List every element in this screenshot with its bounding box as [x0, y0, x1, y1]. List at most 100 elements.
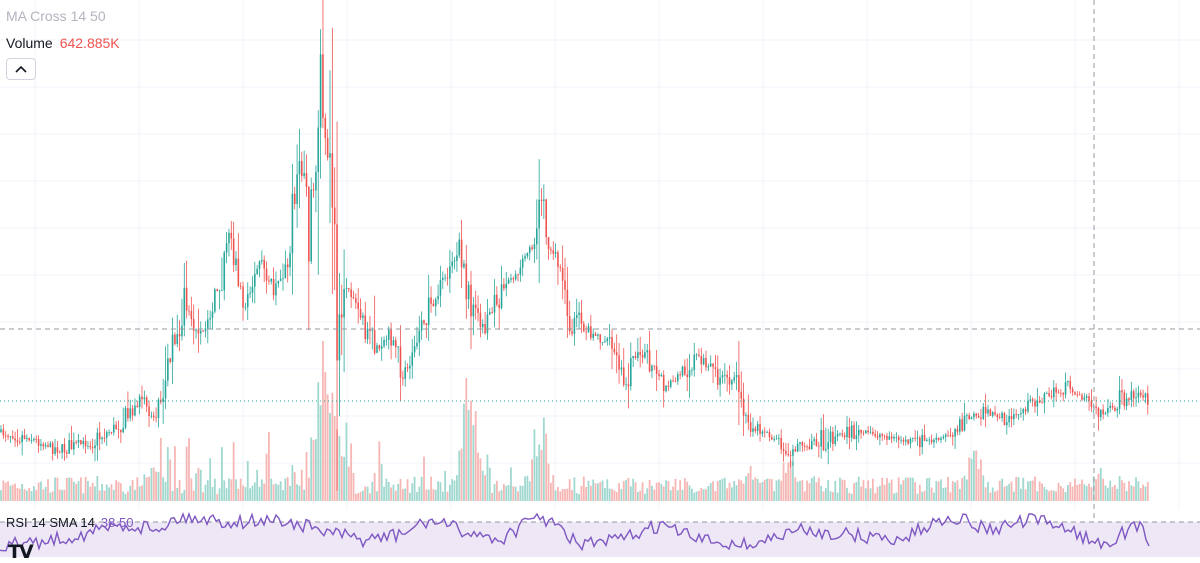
volume-bar	[18, 488, 21, 501]
volume-bar	[251, 485, 254, 501]
tradingview-logo-icon[interactable]: TV	[8, 541, 34, 563]
volume-legend[interactable]: Volume 642.885K	[6, 35, 120, 51]
candle-body	[1071, 388, 1074, 393]
volume-bar	[660, 483, 663, 501]
volume-bar	[705, 489, 707, 501]
candle-body	[456, 255, 458, 261]
candle-body	[1001, 413, 1003, 418]
ma-cross-label: MA Cross 14 50	[6, 8, 106, 24]
volume-bar	[951, 481, 954, 501]
volume-bar	[787, 462, 790, 501]
volume-bar	[1106, 487, 1109, 501]
volume-bar	[853, 483, 855, 501]
volume-bar	[221, 447, 223, 501]
volume-bar	[754, 477, 757, 501]
candle-body	[1128, 398, 1130, 400]
candle-body	[888, 436, 891, 440]
candle-body	[272, 278, 275, 296]
candle-body	[987, 409, 989, 414]
volume-bar	[204, 484, 207, 501]
candle-body	[618, 355, 620, 370]
volume-bar	[937, 481, 940, 501]
candle-body	[782, 449, 785, 452]
candle-body	[919, 437, 921, 448]
candle-body	[263, 259, 265, 269]
volume-bar	[958, 488, 961, 501]
volume-bar	[582, 476, 585, 501]
volume-bar	[1083, 484, 1086, 501]
volume-bar	[176, 488, 179, 501]
volume-bar	[378, 441, 381, 501]
volume-bar	[975, 450, 978, 501]
volume-bar	[874, 493, 877, 501]
candle-body	[1078, 394, 1081, 396]
candle-body	[789, 454, 792, 456]
candle-body	[225, 243, 228, 253]
volume-bar	[745, 476, 747, 501]
candle-body	[277, 280, 280, 284]
volume-bar	[213, 478, 216, 501]
volume-bar	[792, 461, 794, 501]
candle-body	[721, 375, 724, 378]
candle-body	[848, 426, 851, 438]
volume-bar	[949, 492, 952, 501]
ma-cross-legend[interactable]: MA Cross 14 50	[6, 8, 106, 24]
candle-body	[101, 437, 103, 440]
candle-body	[453, 260, 456, 262]
volume-bar	[228, 478, 230, 501]
candle-body	[174, 334, 176, 344]
candle-body	[634, 356, 637, 358]
volume-bar	[270, 478, 273, 501]
candle-body	[820, 430, 822, 447]
candle-body	[1090, 400, 1093, 408]
volume-bar	[738, 479, 740, 501]
volume-bar	[105, 484, 108, 501]
candle-body	[773, 439, 775, 440]
candle-body	[747, 414, 750, 423]
candle-body	[559, 266, 562, 268]
volume-bar	[707, 486, 710, 501]
candle-body	[1060, 392, 1062, 394]
volume-bar	[258, 486, 261, 501]
volume-bar	[808, 483, 811, 501]
candle-body	[961, 419, 963, 431]
candle-body	[963, 415, 966, 431]
volume-bar	[364, 486, 367, 501]
volume-bar	[1090, 487, 1093, 501]
candle-body	[413, 346, 416, 353]
volume-bar	[519, 485, 522, 501]
candle-body	[907, 439, 909, 444]
volume-bar	[535, 456, 538, 501]
volume-bar	[127, 491, 129, 501]
candle-body	[930, 439, 933, 443]
volume-bar	[691, 488, 693, 501]
candle-body	[402, 377, 404, 379]
volume-bar	[84, 476, 87, 501]
candle-body	[585, 331, 587, 333]
candle-body	[392, 340, 395, 346]
candle-body	[803, 445, 806, 447]
volume-bar	[479, 458, 482, 501]
volume-bar	[326, 394, 329, 501]
volume-bar	[928, 477, 931, 501]
candle-body	[648, 350, 651, 372]
volume-bar	[23, 489, 26, 501]
volume-bar	[446, 491, 449, 501]
candle-body	[1045, 393, 1048, 394]
volume-bar	[505, 485, 508, 501]
volume-bar	[16, 487, 19, 501]
volume-bar	[124, 493, 127, 501]
rsi-legend[interactable]: RSI 14 SMA 14 38.50	[6, 515, 133, 530]
candle-body	[322, 54, 324, 118]
volume-bar	[101, 483, 103, 501]
volume-bar	[547, 463, 550, 501]
volume-bar	[392, 484, 395, 501]
volume-bar	[606, 479, 609, 501]
candle-body	[47, 445, 49, 447]
volume-bar	[1052, 490, 1055, 501]
collapse-legend-button[interactable]	[6, 58, 36, 80]
volume-bar	[561, 489, 564, 501]
volume-bar	[1031, 480, 1034, 501]
candle-body	[601, 342, 604, 343]
